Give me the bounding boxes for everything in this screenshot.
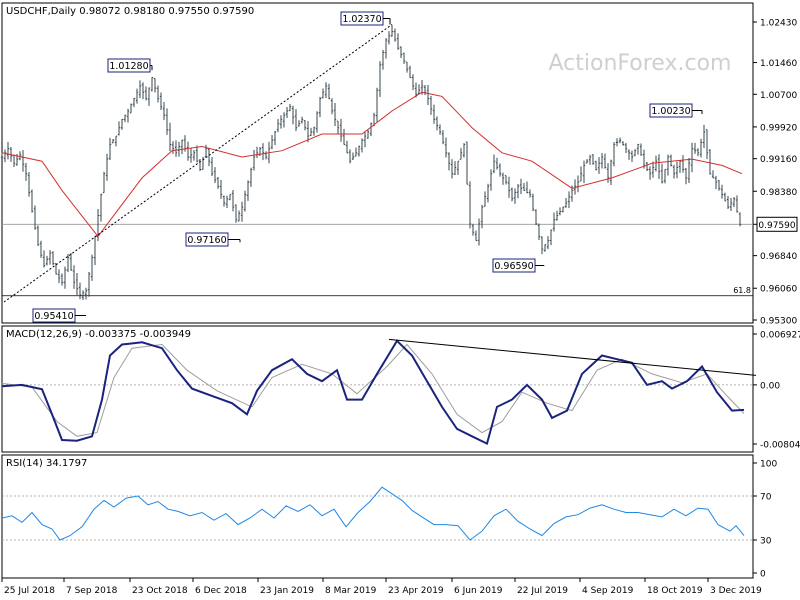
macd-y-tick-label: 0.00 [760,381,780,391]
rsi-y-tick-label: 100 [760,460,777,470]
price-annotation-label: 1.01280 [109,61,148,72]
x-axis-tick-label: 4 Sep 2019 [582,586,634,596]
x-axis-tick-label: 25 Jul 2018 [4,586,55,596]
price-y-tick-label: 0.96060 [760,285,797,295]
macd-panel: 0.006927 0.00 -0.008049 [1,331,800,451]
x-axis-tick-label: 23 Oct 2018 [132,586,188,596]
fib-61-8-label: 61.8 [733,286,751,295]
chart-header: USDCHF,Daily 0.98072 0.98180 0.97550 0.9… [6,6,254,17]
price-annotation-label: 0.95410 [34,311,73,322]
price-y-tick-label: 0.96840 [760,252,797,262]
rsi-y-tick-label: 70 [760,493,772,503]
rsi-line [1,486,745,541]
price-annotation-label: 1.00230 [651,106,690,117]
price-annotation-label: 1.02370 [342,14,381,25]
x-axis: 25 Jul 2018 7 Sep 2018 23 Oct 2018 6 Dec 20… [1,578,762,596]
panel-frames [1,2,754,579]
rsi-label: RSI(14) 34.1797 [6,458,87,469]
current-price-label: 0.97590 [758,221,795,231]
x-axis-tick-label: 3 Dec 2019 [710,586,762,596]
moving-average-line [1,91,743,238]
price-y-tick-label: 0.99160 [760,155,797,165]
x-axis-tick-label: 6 Jun 2019 [454,586,503,596]
macd-y-tick-label: -0.008049 [760,441,800,451]
rsi-y-tick-label: 30 [760,537,772,547]
x-axis-tick-label: 18 Oct 2019 [647,586,703,596]
x-axis-tick-label: 6 Dec 2018 [195,586,247,596]
price-y-tick-label: 1.01460 [760,59,797,69]
macd-resistance-line [388,338,757,376]
x-axis-tick-label: 7 Sep 2018 [66,586,118,596]
rsi-panel: 100 70 30 0 [1,460,777,580]
macd-signal-line [1,343,745,437]
rsi-y-tick-label: 0 [760,570,766,580]
price-annotation-label: 0.97160 [187,235,226,246]
x-axis-tick-label: 23 Jan 2019 [260,586,314,596]
price-y-tick-label: 0.99920 [760,123,797,133]
price-y-tick-label: 0.95300 [760,317,797,327]
x-axis-tick-label: 22 Jul 2019 [517,586,568,596]
price-y-tick-label: 0.98380 [760,188,797,198]
watermark: ActionForex.com [549,51,732,76]
rising-trendline [3,24,393,303]
current-price-box [756,216,798,232]
price-y-tick-label: 1.00700 [760,91,797,101]
price-panel: 61.8 1.02370 1.01280 0.97160 0.95410 0.96590 1… [0,11,798,327]
macd-label: MACD(12,26,9) -0.003375 -0.003949 [6,329,191,340]
price-annotation-label: 0.96590 [494,261,533,272]
x-axis-tick-label: 8 Mar 2019 [325,586,377,596]
price-y-tick-label: 1.02430 [760,19,797,29]
macd-main-line [1,339,745,446]
macd-y-tick-label: 0.006927 [760,331,800,341]
x-axis-tick-label: 23 Apr 2019 [388,586,444,596]
